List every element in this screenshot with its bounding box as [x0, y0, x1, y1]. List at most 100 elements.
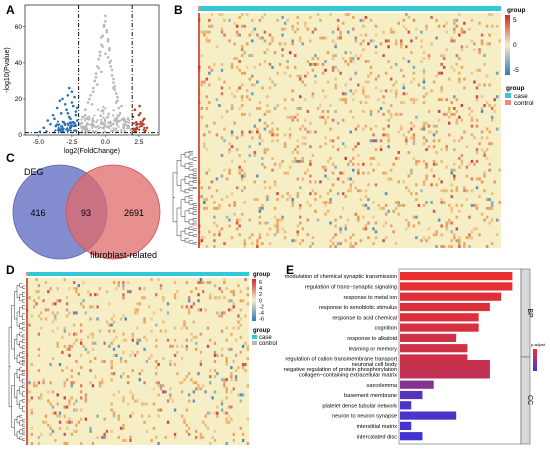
heatmap-cell [445, 165, 448, 169]
heatmap-cell [422, 159, 426, 163]
heatmap-cell [256, 130, 259, 134]
heatmap-cell [470, 236, 474, 240]
heatmap-cell [377, 98, 380, 102]
heatmap-cell [261, 203, 264, 207]
heatmap-cell [309, 174, 312, 178]
heatmap-cell [56, 341, 59, 345]
volcano-point-ns [100, 36, 103, 39]
heatmap-cell [453, 148, 456, 152]
heatmap-cell [220, 314, 224, 318]
volcano-point-up [135, 124, 138, 127]
heatmap-cell [314, 209, 317, 213]
heatmap-cell [420, 127, 423, 131]
volcano-point-ns [78, 122, 82, 126]
heatmap-cell [440, 98, 443, 102]
volcano-point-down [59, 128, 62, 131]
volcano-point-up [141, 123, 144, 126]
volcano-point-down [73, 129, 77, 132]
heatmap-cell [203, 236, 206, 240]
heatmap-cell [91, 335, 95, 339]
heatmap-cell [344, 92, 347, 96]
volcano-point-ns [94, 75, 98, 79]
heatmap-cell [225, 177, 229, 181]
heatmap-cell [427, 109, 431, 113]
heatmap-cell [75, 399, 78, 403]
heatmap-cell [243, 159, 246, 163]
heatmap-cell [261, 139, 264, 143]
heatmap-cell [79, 441, 83, 445]
heatmap-cell [276, 127, 279, 131]
heatmap-cell [379, 139, 383, 143]
heatmap-cell [465, 45, 469, 49]
heatmap-cell [234, 375, 238, 379]
heatmap-b-scale-tick-mid: 0 [513, 42, 517, 49]
heatmap-cell [314, 62, 317, 66]
heatmap-cell [220, 347, 224, 351]
heatmap-cell [354, 71, 358, 75]
heatmap-cell [470, 115, 474, 119]
heatmap-cell [68, 399, 71, 403]
heatmap-cell [159, 408, 163, 412]
heatmap-cell [37, 435, 41, 439]
heatmap-cell [228, 148, 231, 152]
heatmap-cell [209, 293, 212, 297]
heatmap-cell [483, 171, 486, 175]
heatmap-cell [28, 296, 31, 300]
heatmap-cell [271, 65, 274, 69]
heatmap-cell [278, 42, 282, 46]
heatmap-cell [417, 83, 421, 87]
heatmap-cell [331, 183, 335, 187]
heatmap-cell [301, 142, 305, 146]
heatmap-cell [288, 136, 292, 140]
heatmap-cell [213, 62, 216, 66]
heatmap-cell [473, 80, 476, 84]
heatmap-cell [75, 359, 78, 364]
heatmap-cell [232, 290, 235, 294]
volcano-point-down [61, 97, 64, 101]
heatmap-cell [372, 39, 375, 43]
heatmap-cell [422, 203, 426, 207]
heatmap-cell [26, 278, 28, 445]
heatmap-cell [394, 62, 398, 66]
heatmap-cell [115, 353, 118, 357]
volcano-point-ns [110, 74, 114, 77]
heatmap-cell [40, 311, 43, 315]
heatmap-cell [354, 54, 358, 58]
heatmap-cell [331, 68, 335, 72]
heatmap-cell [117, 390, 120, 394]
volcano-point-ns [110, 124, 113, 127]
heatmap-cell [248, 154, 252, 157]
heatmap-cell [237, 284, 240, 288]
heatmap-cell [329, 127, 332, 131]
heatmap-cell [319, 18, 322, 22]
heatmap-cell [122, 396, 125, 400]
heatmap-cell [220, 378, 224, 382]
heatmap-cell [341, 142, 345, 146]
heatmap-cell [241, 363, 245, 367]
heatmap-cell [266, 195, 269, 199]
heatmap-cell [42, 420, 45, 424]
heatmap-cell [384, 236, 388, 240]
heatmap-cell [352, 60, 355, 63]
heatmap-cell [258, 107, 262, 110]
heatmap-cell [251, 18, 254, 22]
volcano-point-down [46, 119, 50, 122]
heatmap-cell [450, 183, 454, 187]
heatmap-cell [68, 287, 71, 291]
heatmap-cell [228, 86, 231, 90]
heatmap-cell [473, 48, 476, 52]
heatmap-cell [321, 115, 325, 119]
heatmap-cell [442, 201, 446, 204]
heatmap-cell [301, 156, 305, 160]
heatmap-cell [463, 186, 466, 190]
heatmap-cell [35, 278, 38, 282]
heatmap-cell [122, 287, 125, 291]
heatmap-cell [44, 414, 48, 418]
heatmap-cell [35, 302, 38, 306]
heatmap-cell [240, 83, 244, 87]
heatmap-cell [329, 239, 332, 243]
heatmap-cell [243, 174, 246, 178]
heatmap-cell [185, 429, 188, 433]
heatmap-cell [283, 27, 287, 31]
heatmap-cell [197, 299, 200, 303]
